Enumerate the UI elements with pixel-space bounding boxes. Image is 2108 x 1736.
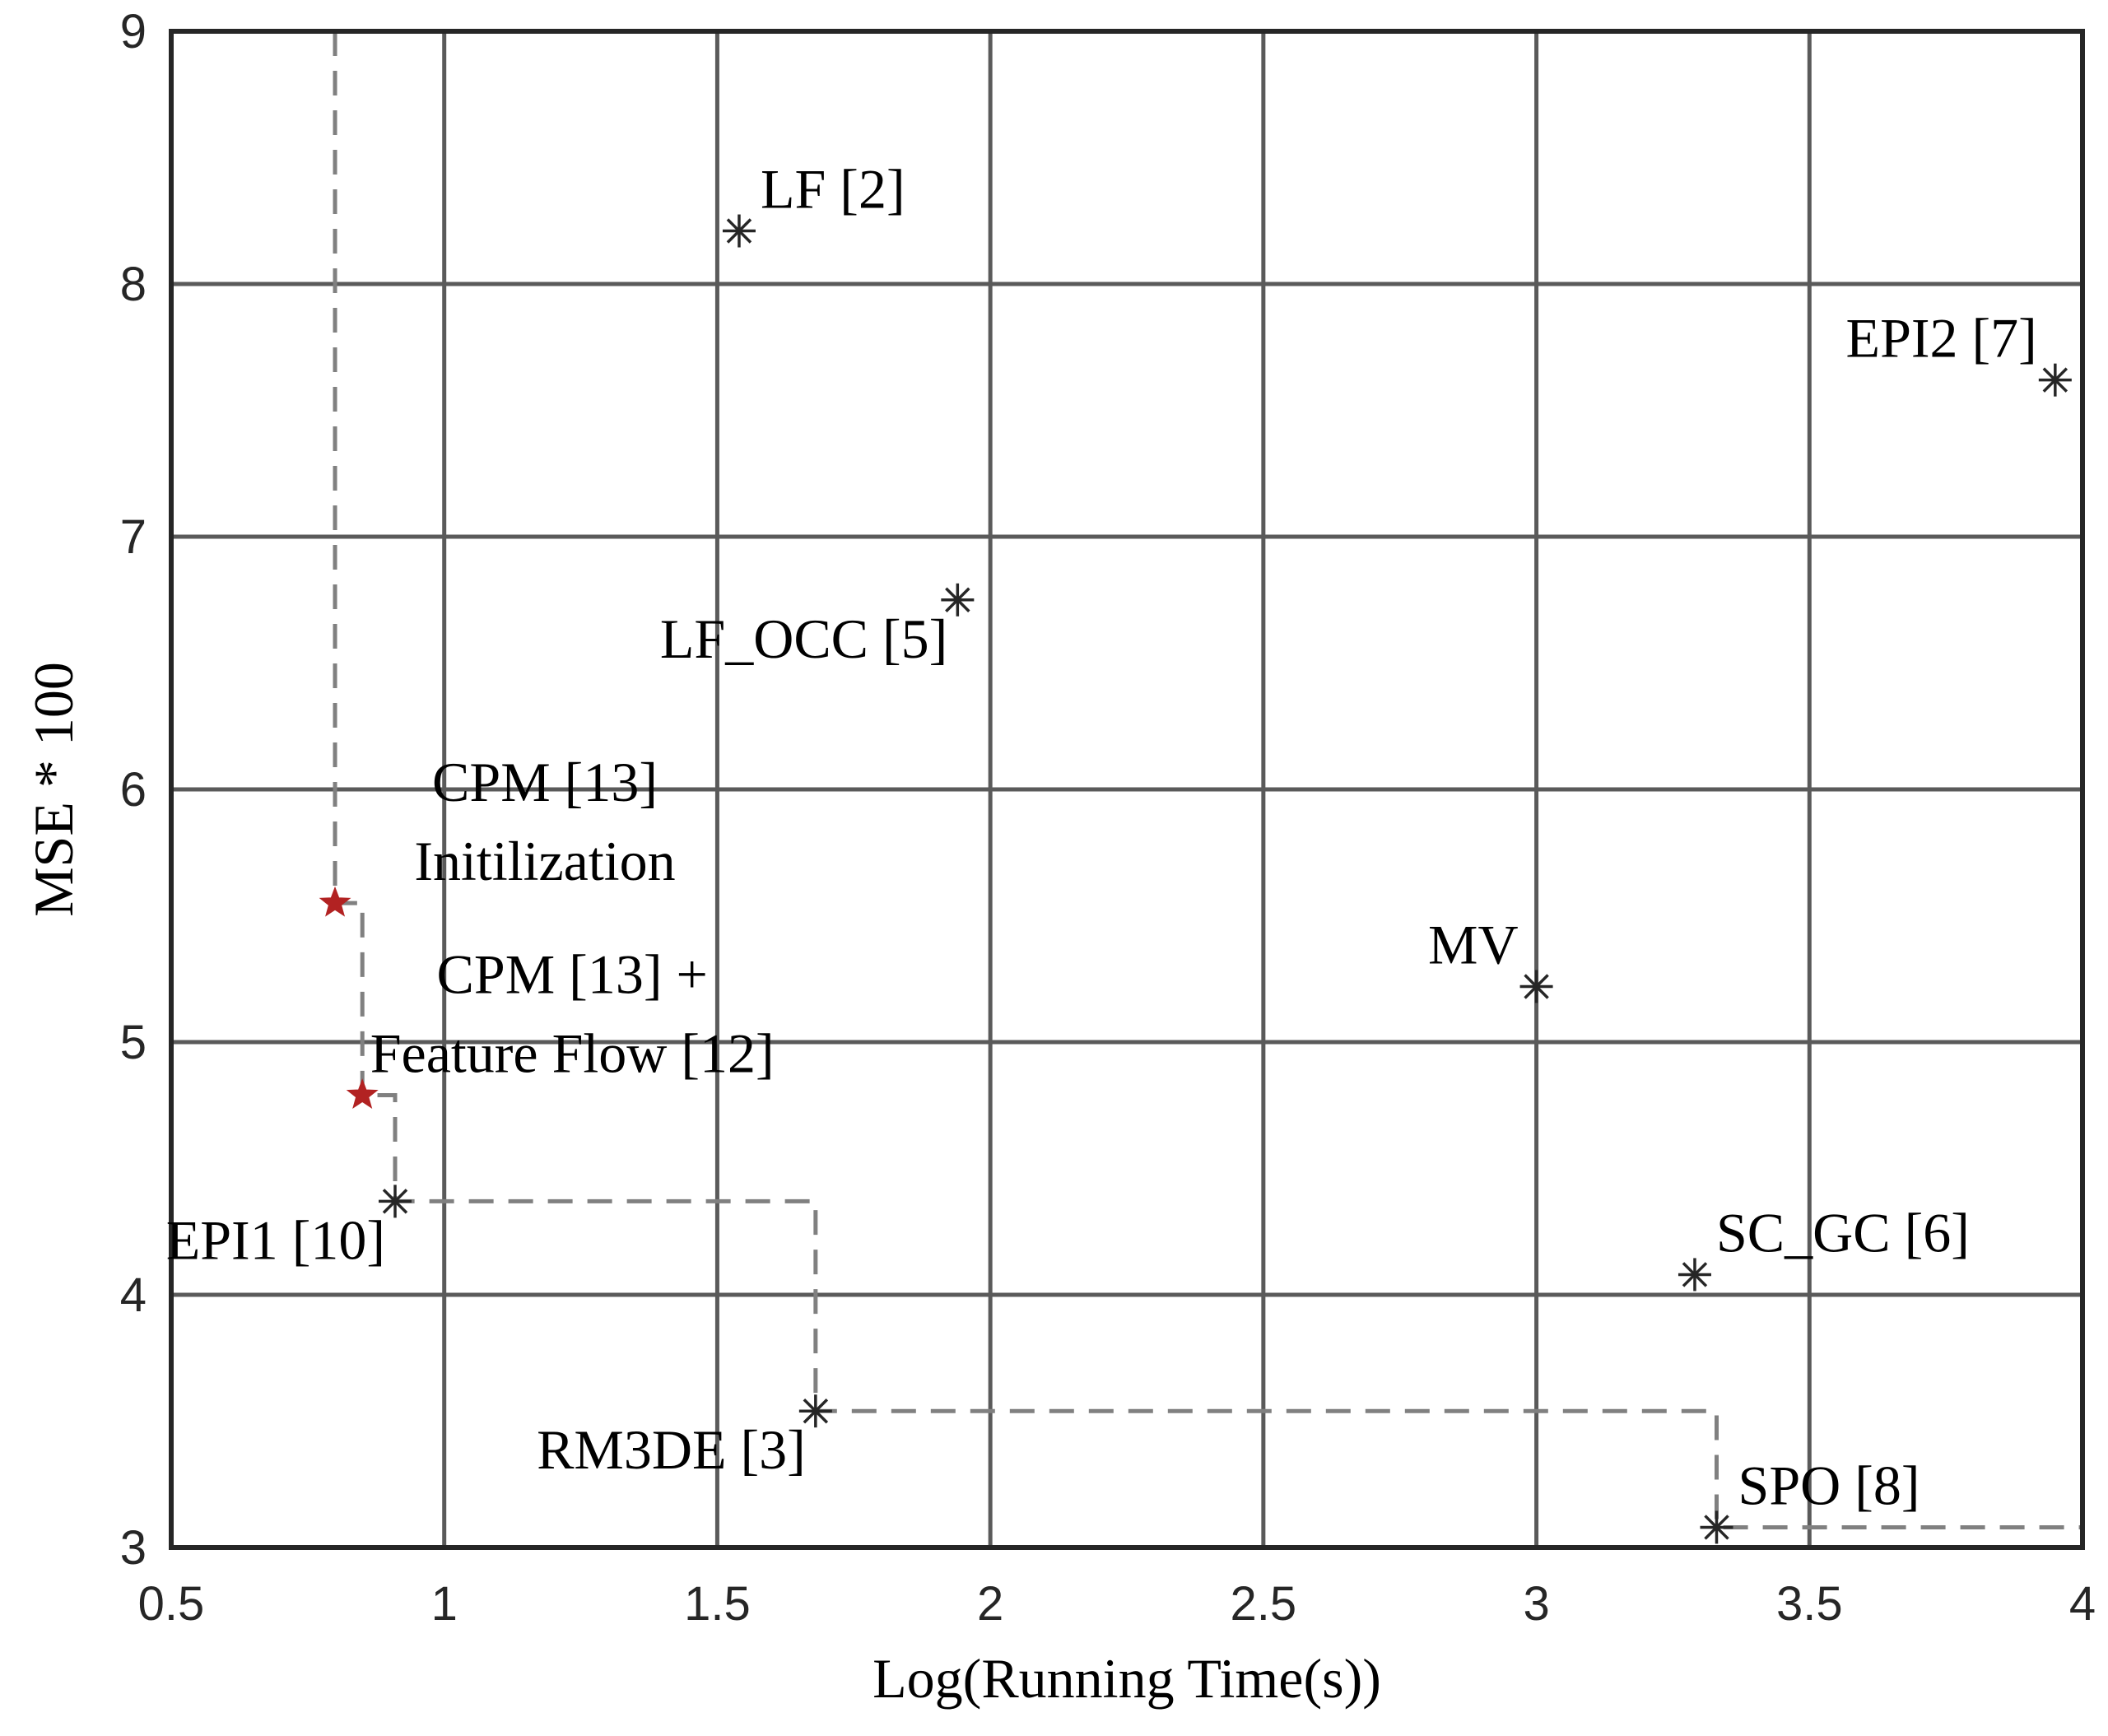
y-tick-label: 5 (120, 1016, 147, 1069)
y-axis-label: MSE * 100 (22, 662, 85, 917)
star-shape (319, 886, 351, 917)
x-tick-label: 4 (2069, 1577, 2096, 1631)
point-label: Feature Flow [12] (370, 1022, 775, 1084)
point-label: EPI2 [7] (1846, 307, 2037, 370)
x-tick-label: 0.5 (138, 1577, 205, 1631)
x-tick-label: 2 (977, 1577, 1003, 1631)
data-point-star (346, 1078, 379, 1109)
point-labels: LF [2] EPI2 [7] LF_OCC [5] MV CPM [13] Initil… (166, 158, 2037, 1517)
y-tick-label: 7 (120, 510, 147, 564)
asterisk-stroke (945, 587, 970, 612)
data-point-asterisk (1700, 1510, 1733, 1544)
x-tick-label: 1 (431, 1577, 458, 1631)
asterisk-stroke (382, 1189, 408, 1214)
data-point-asterisk (379, 1184, 412, 1218)
data-point-star (319, 886, 351, 917)
point-label: RM3DE [3] (537, 1418, 806, 1481)
asterisk-stroke (726, 218, 752, 244)
plot-frame (169, 29, 2085, 1550)
y-tick-label: 4 (120, 1268, 147, 1322)
point-label: Initilization (414, 830, 675, 892)
point-label: LF_OCC [5] (660, 607, 947, 670)
data-point-asterisk (941, 583, 975, 617)
point-label: CPM [13] + (437, 942, 708, 1005)
asterisk-stroke (1682, 1262, 1708, 1287)
y-tick-label: 9 (120, 5, 147, 58)
y-tick-label: 8 (120, 258, 147, 311)
point-label: EPI1 [10] (166, 1208, 385, 1271)
data-point-asterisk (722, 214, 756, 248)
point-label: LF [2] (761, 158, 905, 221)
asterisk-stroke (2042, 367, 2068, 393)
asterisk-stroke (1524, 974, 1549, 999)
x-tick-label: 1.5 (684, 1577, 751, 1631)
star-shape (346, 1078, 379, 1109)
data-points (319, 214, 2072, 1544)
grid (169, 29, 2085, 1550)
asterisk-stroke (1704, 1515, 1729, 1540)
data-point-asterisk (1678, 1258, 1711, 1292)
x-tick-label: 2.5 (1231, 1577, 1297, 1631)
axis-ticks: 0.5 1 1.5 2 2.5 3 3.5 4 3 4 5 6 7 8 9 (120, 5, 2096, 1631)
x-tick-label: 3 (1523, 1577, 1549, 1631)
x-tick-label: 3.5 (1776, 1577, 1843, 1631)
data-point-asterisk (2038, 363, 2072, 397)
point-label: CPM [13] (432, 751, 658, 813)
point-label: MV (1428, 913, 1519, 975)
data-point-asterisk (798, 1394, 832, 1428)
asterisk-stroke (803, 1398, 829, 1424)
y-tick-label: 3 (120, 1521, 147, 1575)
x-axis-label: Log(Running Time(s)) (873, 1647, 1381, 1710)
y-tick-label: 6 (120, 763, 147, 817)
point-label: SC_GC [6] (1716, 1201, 1970, 1264)
point-label: SPO [8] (1738, 1454, 1920, 1516)
data-point-asterisk (1519, 970, 1553, 1003)
